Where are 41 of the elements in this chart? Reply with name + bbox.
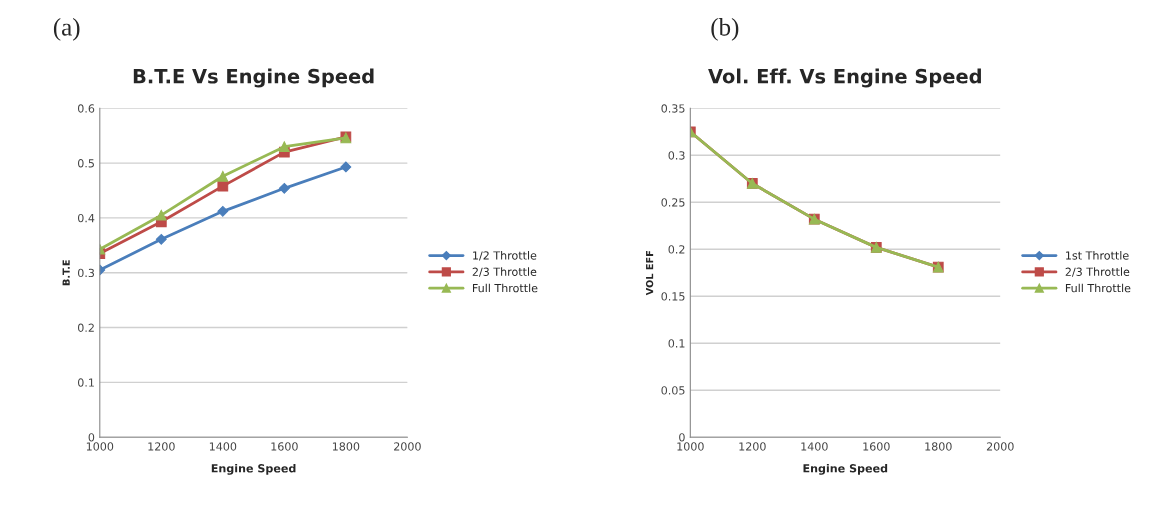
x-tick-label: 1000 xyxy=(86,442,114,451)
text: (a) xyxy=(53,18,80,41)
y-tick-label: 0.6 xyxy=(77,104,95,113)
y-tick-label: 0 xyxy=(88,433,95,442)
y-tick-label: 0.3 xyxy=(77,268,95,278)
chart-title: Vol. Eff. Vs Engine Speed xyxy=(708,68,981,88)
y-tick-label: 0.15 xyxy=(661,292,685,301)
chart-title: B.T.E Vs Engine Speed xyxy=(133,68,374,88)
x-tick-label: 1600 xyxy=(271,442,298,451)
y-axis-title: VOL EFF xyxy=(645,250,654,296)
x-tick-label: 2000 xyxy=(394,442,421,451)
x-tick-label: 1800 xyxy=(332,442,360,451)
x-tick-label: 1000 xyxy=(677,442,704,451)
x-tick-label: 2000 xyxy=(986,442,1014,451)
y-tick-label: 0.2 xyxy=(668,245,685,254)
x-tick-label: 1200 xyxy=(148,442,175,451)
x-tick-label: 1400 xyxy=(209,442,237,451)
text: (b) xyxy=(711,18,739,41)
y-tick-label: 0.2 xyxy=(77,323,94,332)
x-axis-title: Engine Speed xyxy=(211,463,296,475)
legend-label: 2/3 Throttle xyxy=(472,267,537,277)
y-tick-label: 0 xyxy=(679,433,685,442)
y-tick-label: 0.1 xyxy=(77,378,94,387)
legend-label: 2/3 Throttle xyxy=(1065,267,1130,277)
x-tick-label: 1800 xyxy=(925,442,952,451)
y-tick-label: 0.3 xyxy=(668,151,685,160)
y-tick-label: 0.4 xyxy=(77,213,95,223)
legend-label: 1st Throttle xyxy=(1066,251,1129,260)
x-axis-title: Engine Speed xyxy=(803,463,888,475)
y-tick-label: 0.05 xyxy=(661,386,685,395)
legend-label: 1/2 Throttle xyxy=(473,251,537,261)
x-tick-label: 1400 xyxy=(801,442,828,451)
legend-label: Full Throttle xyxy=(472,283,538,293)
y-tick-label: 0.5 xyxy=(77,159,94,168)
y-tick-label: 0.1 xyxy=(668,339,685,348)
x-tick-label: 1600 xyxy=(863,442,890,451)
y-tick-label: 0.25 xyxy=(661,198,685,207)
y-axis-title: B.T.E xyxy=(62,260,70,286)
legend-label: Full Throttle xyxy=(1065,283,1131,293)
y-tick-label: 0.35 xyxy=(661,104,685,113)
x-tick-label: 1200 xyxy=(739,442,766,451)
